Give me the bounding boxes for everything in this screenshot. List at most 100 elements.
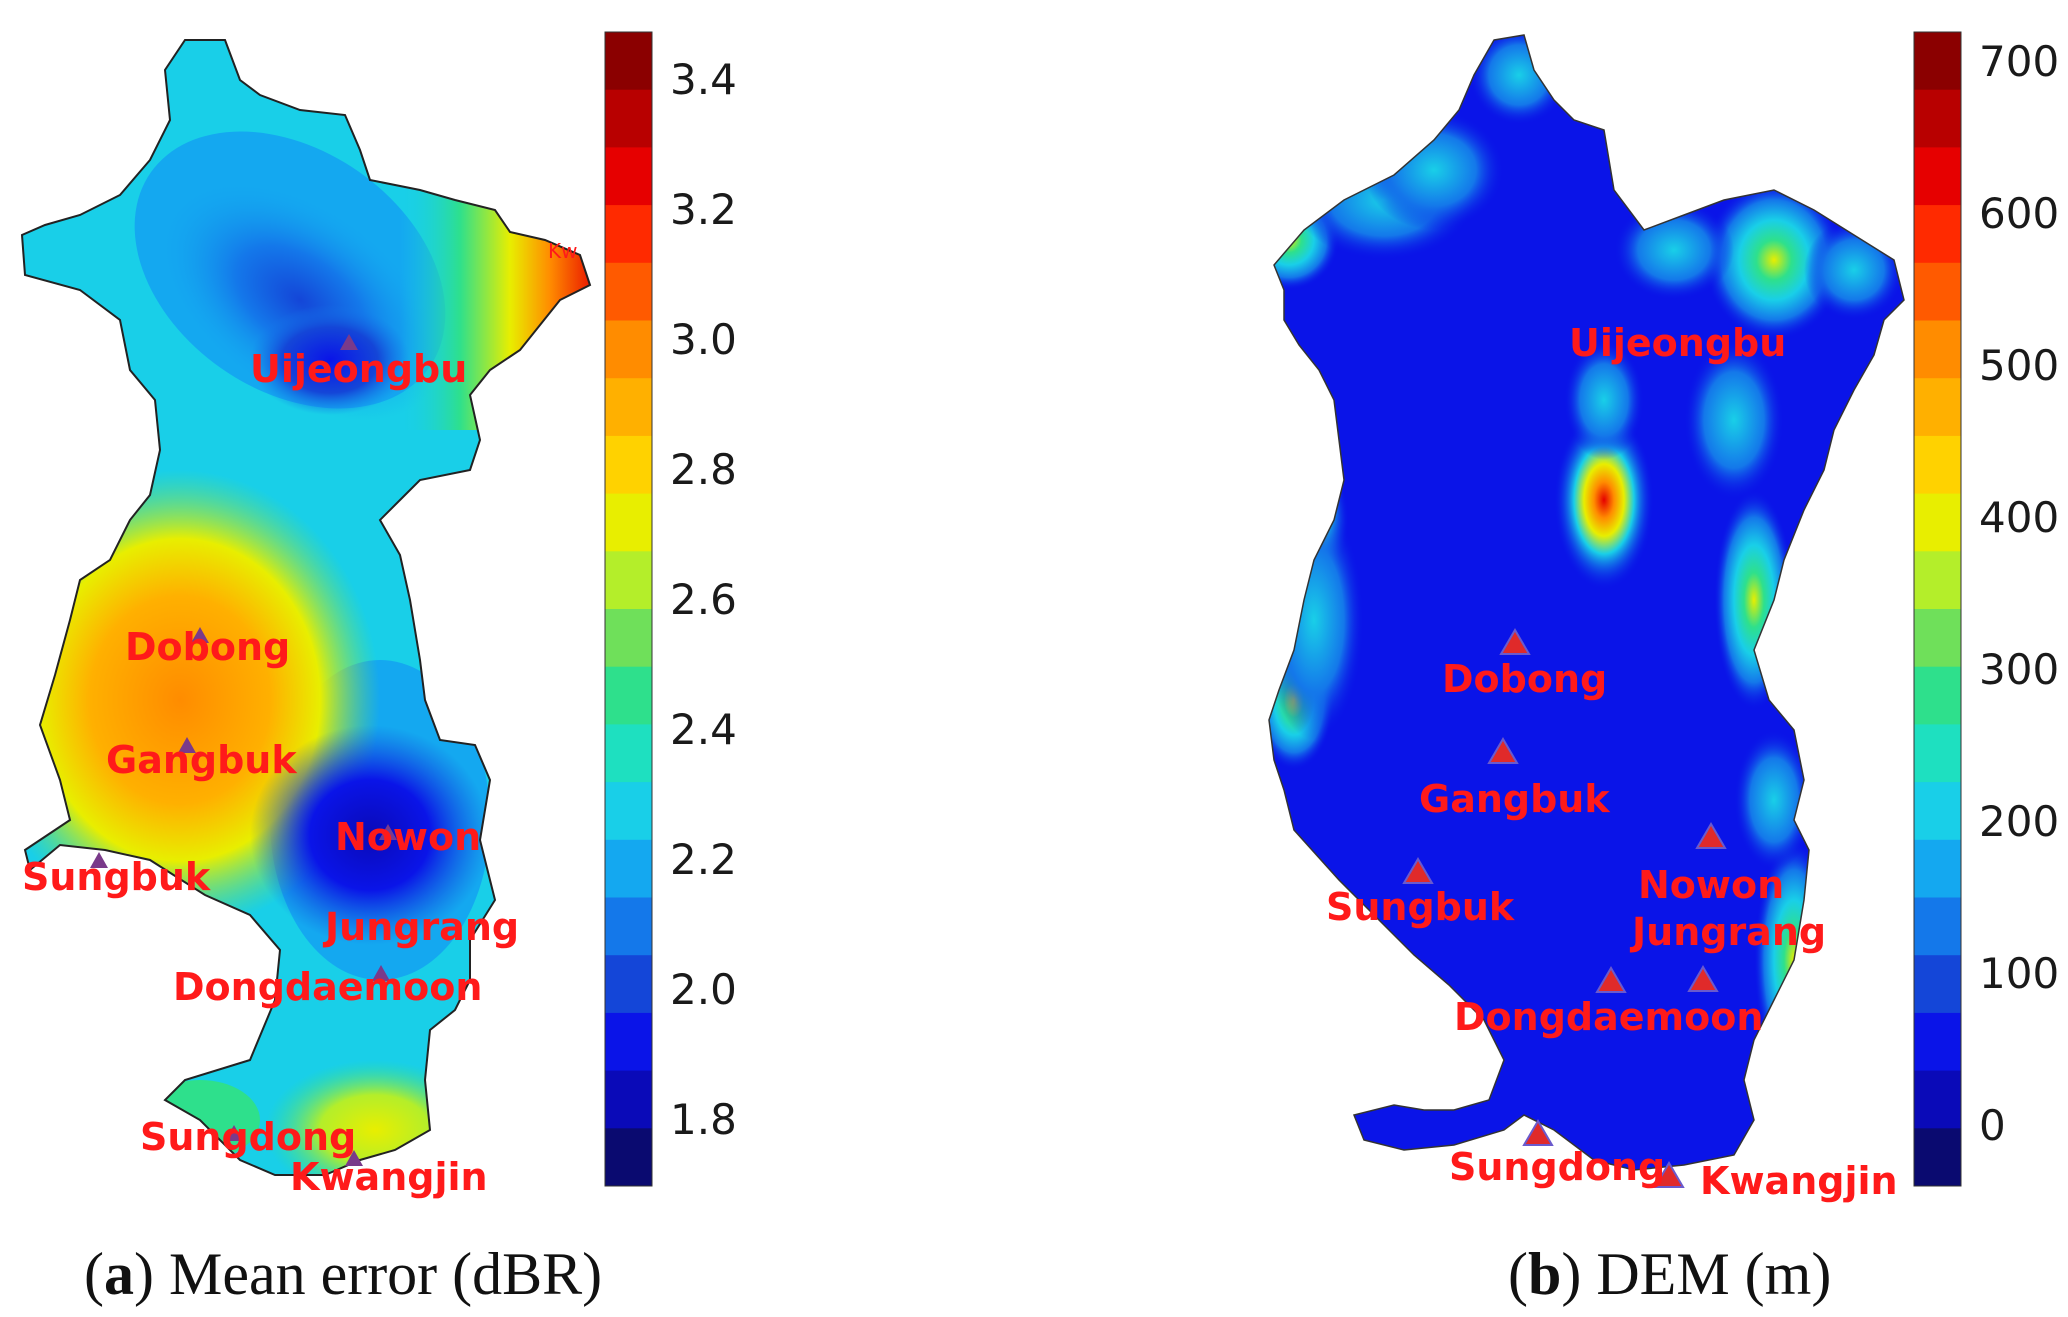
colorbar-segment [605, 493, 652, 552]
colorbar-segment [1914, 1128, 1961, 1187]
site-label-sungdong: Sungdong [140, 1115, 356, 1159]
colorbar-tick-label: 2.4 [670, 705, 737, 754]
colorbar-tick-label: 2.8 [670, 445, 737, 494]
colorbar-segment [1914, 89, 1961, 148]
site-label-dobong: Dobong [125, 625, 290, 669]
region-boundary [1268, 34, 1905, 1171]
colorbar-segment [1914, 955, 1961, 1014]
colorbar-segment [605, 955, 652, 1014]
colorbar-tick-label: 600 [1979, 189, 2059, 238]
caption-b: (b) DEM (m) [1508, 1241, 1832, 1307]
station-marker [1499, 628, 1531, 655]
colorbar-mean-error [604, 31, 653, 1187]
colorbar-segment [1914, 666, 1961, 725]
colorbar-tick-label: 400 [1979, 493, 2059, 542]
colorbar-tick-label: 300 [1979, 645, 2059, 694]
site-label-sungdong: Sungdong [1449, 1145, 1665, 1189]
site-label-dongdaemoon: Dongdaemoon [1454, 995, 1763, 1039]
site-label-jungrang: Jungrang [1629, 910, 1826, 954]
site-label-jungrang: Jungrang [322, 905, 519, 949]
colorbar-segment [1914, 262, 1961, 321]
station-marker [372, 965, 390, 981]
station-marker [340, 334, 358, 350]
site-label-sungbuk: Sungbuk [22, 855, 211, 899]
station-marker [1595, 966, 1627, 993]
site-label-sungbuk: Sungbuk [1326, 885, 1515, 929]
dem-map: Uijeongbu Dobong Gangbuk Sungbuk Nowon J… [1268, 31, 2059, 1203]
colorbar-tick-label: 200 [1979, 797, 2059, 846]
colorbar-segment [1914, 32, 1961, 91]
colorbar-segment [605, 378, 652, 437]
region-boundary [20, 39, 592, 1176]
site-label-dobong: Dobong [1442, 657, 1607, 701]
colorbar-segment [605, 724, 652, 783]
colorbar-segment [605, 782, 652, 841]
colorbar-segment [605, 205, 652, 264]
colorbar-segment [605, 1012, 652, 1072]
colorbar-segment [605, 897, 652, 956]
colorbar-segment [605, 551, 652, 610]
colorbar-segment [605, 1070, 652, 1129]
colorbar-segment [605, 147, 652, 206]
station-markers [90, 334, 397, 1166]
colorbar-tick-label: 500 [1979, 341, 2059, 390]
site-label-kwangjin: Kwangjin [290, 1155, 488, 1199]
colorbar-segment [605, 1128, 652, 1187]
colorbar-tick-label: 3.2 [670, 185, 737, 234]
colorbar-frame [1913, 31, 1962, 1187]
colorbar-segment [1914, 320, 1961, 379]
site-label-uijeongbu: Uijeongbu [1569, 321, 1786, 365]
colorbar-segment [605, 32, 652, 91]
colorbar-ticks-mean-error: 3.4 3.2 3.0 2.8 2.6 2.4 2.2 2.0 1.8 [670, 55, 737, 1144]
colorbar-tick-label: 100 [1979, 949, 2059, 998]
colorbar-tick-label: 700 [1979, 37, 2059, 86]
colorbar-frame [604, 31, 653, 1187]
colorbar-segment [1914, 551, 1961, 610]
colorbar-segment [605, 666, 652, 725]
colorbar-dem [1913, 31, 1962, 1187]
colorbar-tick-label: 2.2 [670, 835, 737, 884]
mean-error-map: Uijeongbu Dobong Gangbuk Sungbuk Nowon J… [20, 31, 737, 1199]
colorbar-segment [1914, 435, 1961, 495]
colorbar-segment [1914, 1070, 1961, 1129]
colorbar-segment [605, 320, 652, 379]
panel-mean-error: Uijeongbu Dobong Gangbuk Sungbuk Nowon J… [20, 31, 737, 1307]
site-label-dongdaemoon: Dongdaemoon [173, 965, 482, 1009]
colorbar-ticks-dem: 700 600 500 400 300 200 100 0 [1979, 37, 2059, 1150]
colorbar-segment [1914, 897, 1961, 956]
site-label-gangbuk: Gangbuk [1419, 777, 1610, 821]
station-marker [90, 852, 108, 868]
site-label-nowon: Nowon [335, 815, 481, 859]
colorbar-tick-label: 2.6 [670, 575, 737, 624]
colorbar-segment [1914, 378, 1961, 437]
panel-dem: Uijeongbu Dobong Gangbuk Sungbuk Nowon J… [1034, 0, 2068, 1317]
colorbar-tick-label: 0 [1979, 1101, 2006, 1150]
colorbar-tick-label: 2.0 [670, 965, 737, 1014]
station-marker [178, 737, 196, 753]
site-label-nowon: Nowon [1638, 863, 1784, 907]
colorbar-segment [1914, 1012, 1961, 1072]
site-label-kwangjin: Kwangjin [1700, 1159, 1898, 1203]
station-marker [1687, 965, 1719, 992]
colorbar-segment [605, 262, 652, 321]
station-marker [345, 1150, 363, 1166]
caption-a: (a) Mean error (dBR) [84, 1241, 603, 1307]
station-marker [1522, 1119, 1554, 1146]
colorbar-segment [605, 435, 652, 495]
colorbar-tick-label: 1.8 [670, 1095, 737, 1144]
station-marker [1487, 737, 1519, 764]
colorbar-segment [605, 89, 652, 148]
colorbar-segment [1914, 724, 1961, 783]
colorbar-segment [1914, 493, 1961, 552]
station-marker [1402, 857, 1434, 884]
site-label-kw-partial: Kw [548, 239, 577, 263]
site-label-gangbuk: Gangbuk [106, 738, 297, 782]
station-marker [225, 1125, 243, 1141]
site-label-uijeongbu: Uijeongbu [250, 347, 467, 391]
colorbar-tick-label: 3.0 [670, 315, 737, 364]
colorbar-tick-label: 3.4 [670, 55, 737, 104]
colorbar-segment [1914, 782, 1961, 841]
colorbar-segment [605, 839, 652, 898]
colorbar-segment [1914, 839, 1961, 898]
colorbar-segment [1914, 609, 1961, 668]
